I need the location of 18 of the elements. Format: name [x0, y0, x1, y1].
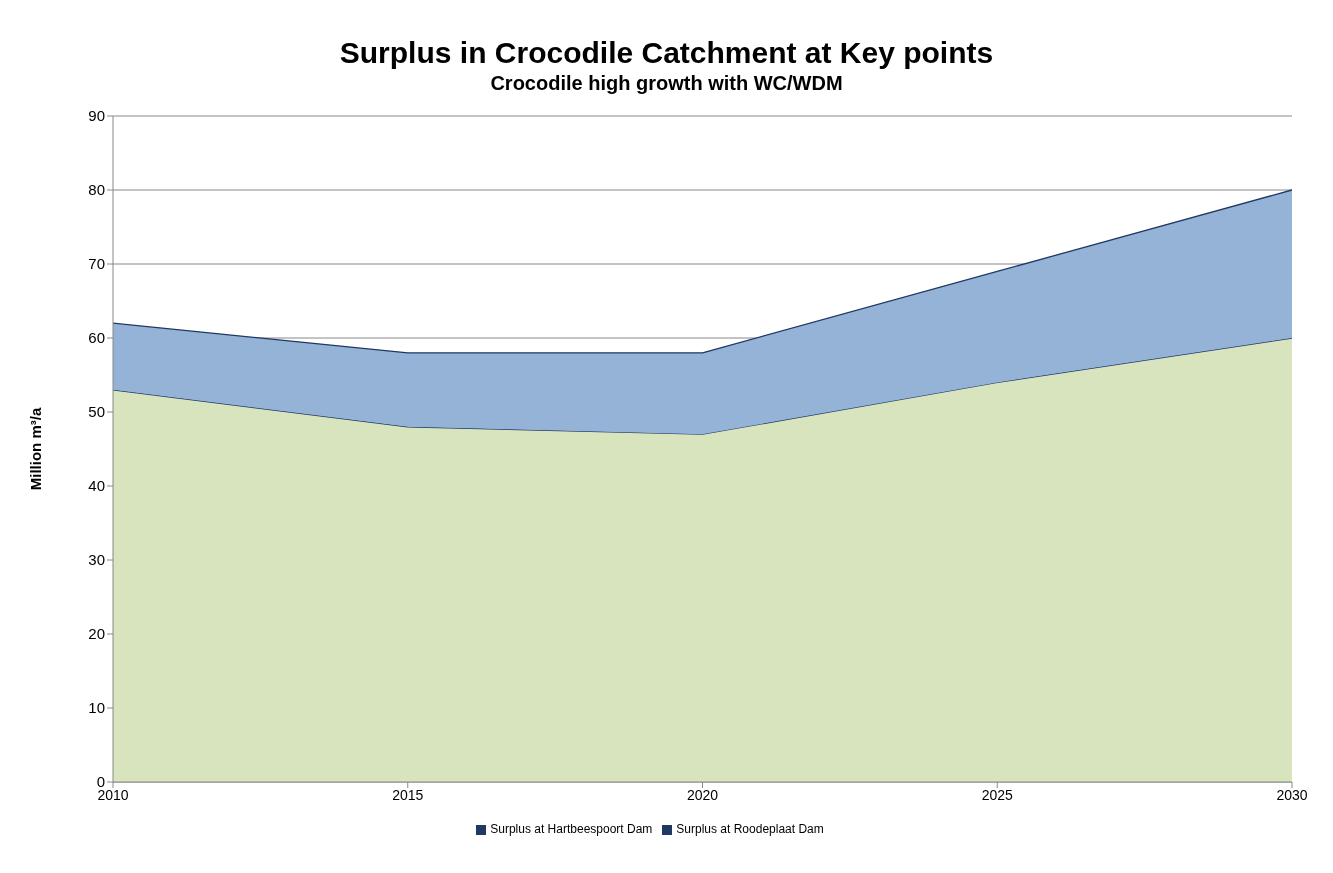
x-tick-label: 2030 [1276, 786, 1308, 803]
y-tick-label: 40 [88, 477, 105, 495]
x-tick-label: 2020 [686, 786, 719, 803]
y-tick-label: 20 [88, 625, 105, 643]
y-tick-label: 70 [88, 255, 105, 273]
x-tick-label: 2025 [981, 786, 1014, 803]
chart-title: Surplus in Crocodile Catchment at Key points [338, 36, 995, 70]
y-tick-label: 90 [88, 107, 105, 125]
y-tick-label: 10 [88, 699, 105, 717]
y-tick-label: 80 [88, 181, 105, 199]
y-tick-label: 60 [88, 329, 105, 347]
chart-subtitle: Crocodile high growth with WC/WDM [489, 71, 844, 96]
y-tick-label: 50 [88, 403, 105, 421]
y-tick-label: 30 [88, 551, 105, 569]
legend-label: Surplus at Roodeplaat Dam [676, 822, 824, 836]
x-tick-label: 2015 [392, 786, 424, 803]
y-axis-title: Million m³/a [27, 407, 45, 491]
legend-label: Surplus at Hartbeespoort Dam [490, 822, 653, 836]
